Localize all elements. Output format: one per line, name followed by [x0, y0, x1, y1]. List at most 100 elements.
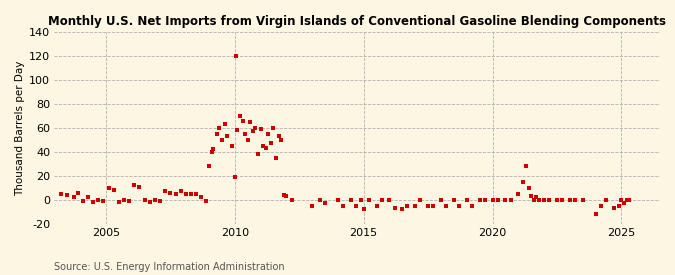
- Point: [492, 198, 503, 202]
- Point: [428, 204, 439, 208]
- Point: [196, 195, 207, 200]
- Point: [410, 204, 421, 208]
- Point: [614, 204, 624, 208]
- Point: [500, 198, 511, 202]
- Point: [214, 126, 225, 130]
- Point: [616, 198, 627, 202]
- Point: [93, 198, 104, 202]
- Point: [358, 207, 369, 212]
- Point: [237, 119, 248, 123]
- Point: [487, 198, 498, 202]
- Point: [124, 199, 134, 203]
- Point: [333, 198, 344, 202]
- Point: [621, 198, 632, 202]
- Point: [479, 198, 490, 202]
- Point: [570, 198, 580, 202]
- Point: [278, 193, 289, 197]
- Point: [55, 192, 66, 196]
- Point: [258, 144, 269, 148]
- Point: [176, 189, 186, 194]
- Point: [265, 141, 276, 146]
- Point: [227, 144, 238, 148]
- Point: [520, 164, 531, 169]
- Point: [201, 199, 212, 203]
- Point: [268, 126, 279, 130]
- Point: [231, 54, 242, 58]
- Point: [475, 198, 485, 202]
- Point: [564, 198, 575, 202]
- Point: [240, 132, 250, 136]
- Point: [103, 186, 114, 190]
- Point: [119, 198, 130, 202]
- Text: Source: U.S. Energy Information Administration: Source: U.S. Energy Information Administ…: [54, 262, 285, 272]
- Point: [595, 204, 606, 208]
- Point: [207, 147, 218, 152]
- Point: [371, 204, 382, 208]
- Point: [533, 198, 544, 202]
- Point: [139, 198, 150, 202]
- Point: [232, 128, 243, 133]
- Point: [250, 126, 261, 130]
- Point: [618, 201, 629, 206]
- Point: [577, 198, 588, 202]
- Point: [466, 204, 477, 208]
- Point: [551, 198, 562, 202]
- Point: [454, 204, 464, 208]
- Point: [82, 195, 93, 200]
- Point: [376, 198, 387, 202]
- Point: [315, 198, 325, 202]
- Point: [513, 192, 524, 196]
- Point: [402, 204, 413, 208]
- Point: [415, 198, 426, 202]
- Point: [397, 207, 408, 212]
- Point: [248, 129, 259, 134]
- Point: [211, 132, 222, 136]
- Point: [281, 194, 292, 199]
- Point: [529, 198, 539, 202]
- Point: [134, 185, 145, 189]
- Point: [624, 198, 634, 202]
- Point: [590, 212, 601, 216]
- Point: [448, 198, 459, 202]
- Point: [252, 152, 263, 156]
- Point: [207, 150, 217, 154]
- Point: [539, 198, 549, 202]
- Point: [320, 201, 331, 206]
- Point: [155, 199, 165, 203]
- Point: [113, 200, 124, 204]
- Point: [129, 183, 140, 188]
- Point: [221, 134, 232, 139]
- Point: [273, 134, 284, 139]
- Point: [180, 192, 191, 196]
- Point: [191, 192, 202, 196]
- Point: [255, 127, 266, 131]
- Point: [557, 198, 568, 202]
- Point: [235, 114, 246, 118]
- Point: [423, 204, 433, 208]
- Point: [356, 198, 367, 202]
- Point: [144, 200, 155, 204]
- Point: [150, 198, 161, 202]
- Point: [108, 188, 119, 192]
- Point: [271, 156, 281, 160]
- Point: [523, 186, 534, 190]
- Point: [72, 191, 83, 195]
- Point: [461, 198, 472, 202]
- Point: [608, 206, 619, 210]
- Point: [286, 198, 297, 202]
- Point: [346, 198, 356, 202]
- Point: [531, 195, 542, 200]
- Point: [601, 198, 612, 202]
- Point: [389, 206, 400, 210]
- Point: [165, 191, 176, 195]
- Point: [78, 199, 88, 203]
- Point: [263, 132, 274, 136]
- Y-axis label: Thousand Barrels per Day: Thousand Barrels per Day: [15, 60, 25, 196]
- Point: [88, 200, 99, 204]
- Point: [544, 198, 555, 202]
- Point: [245, 120, 256, 124]
- Point: [306, 204, 317, 208]
- Point: [62, 193, 73, 197]
- Point: [217, 138, 227, 142]
- Title: Monthly U.S. Net Imports from Virgin Islands of Conventional Gasoline Blending C: Monthly U.S. Net Imports from Virgin Isl…: [48, 15, 666, 28]
